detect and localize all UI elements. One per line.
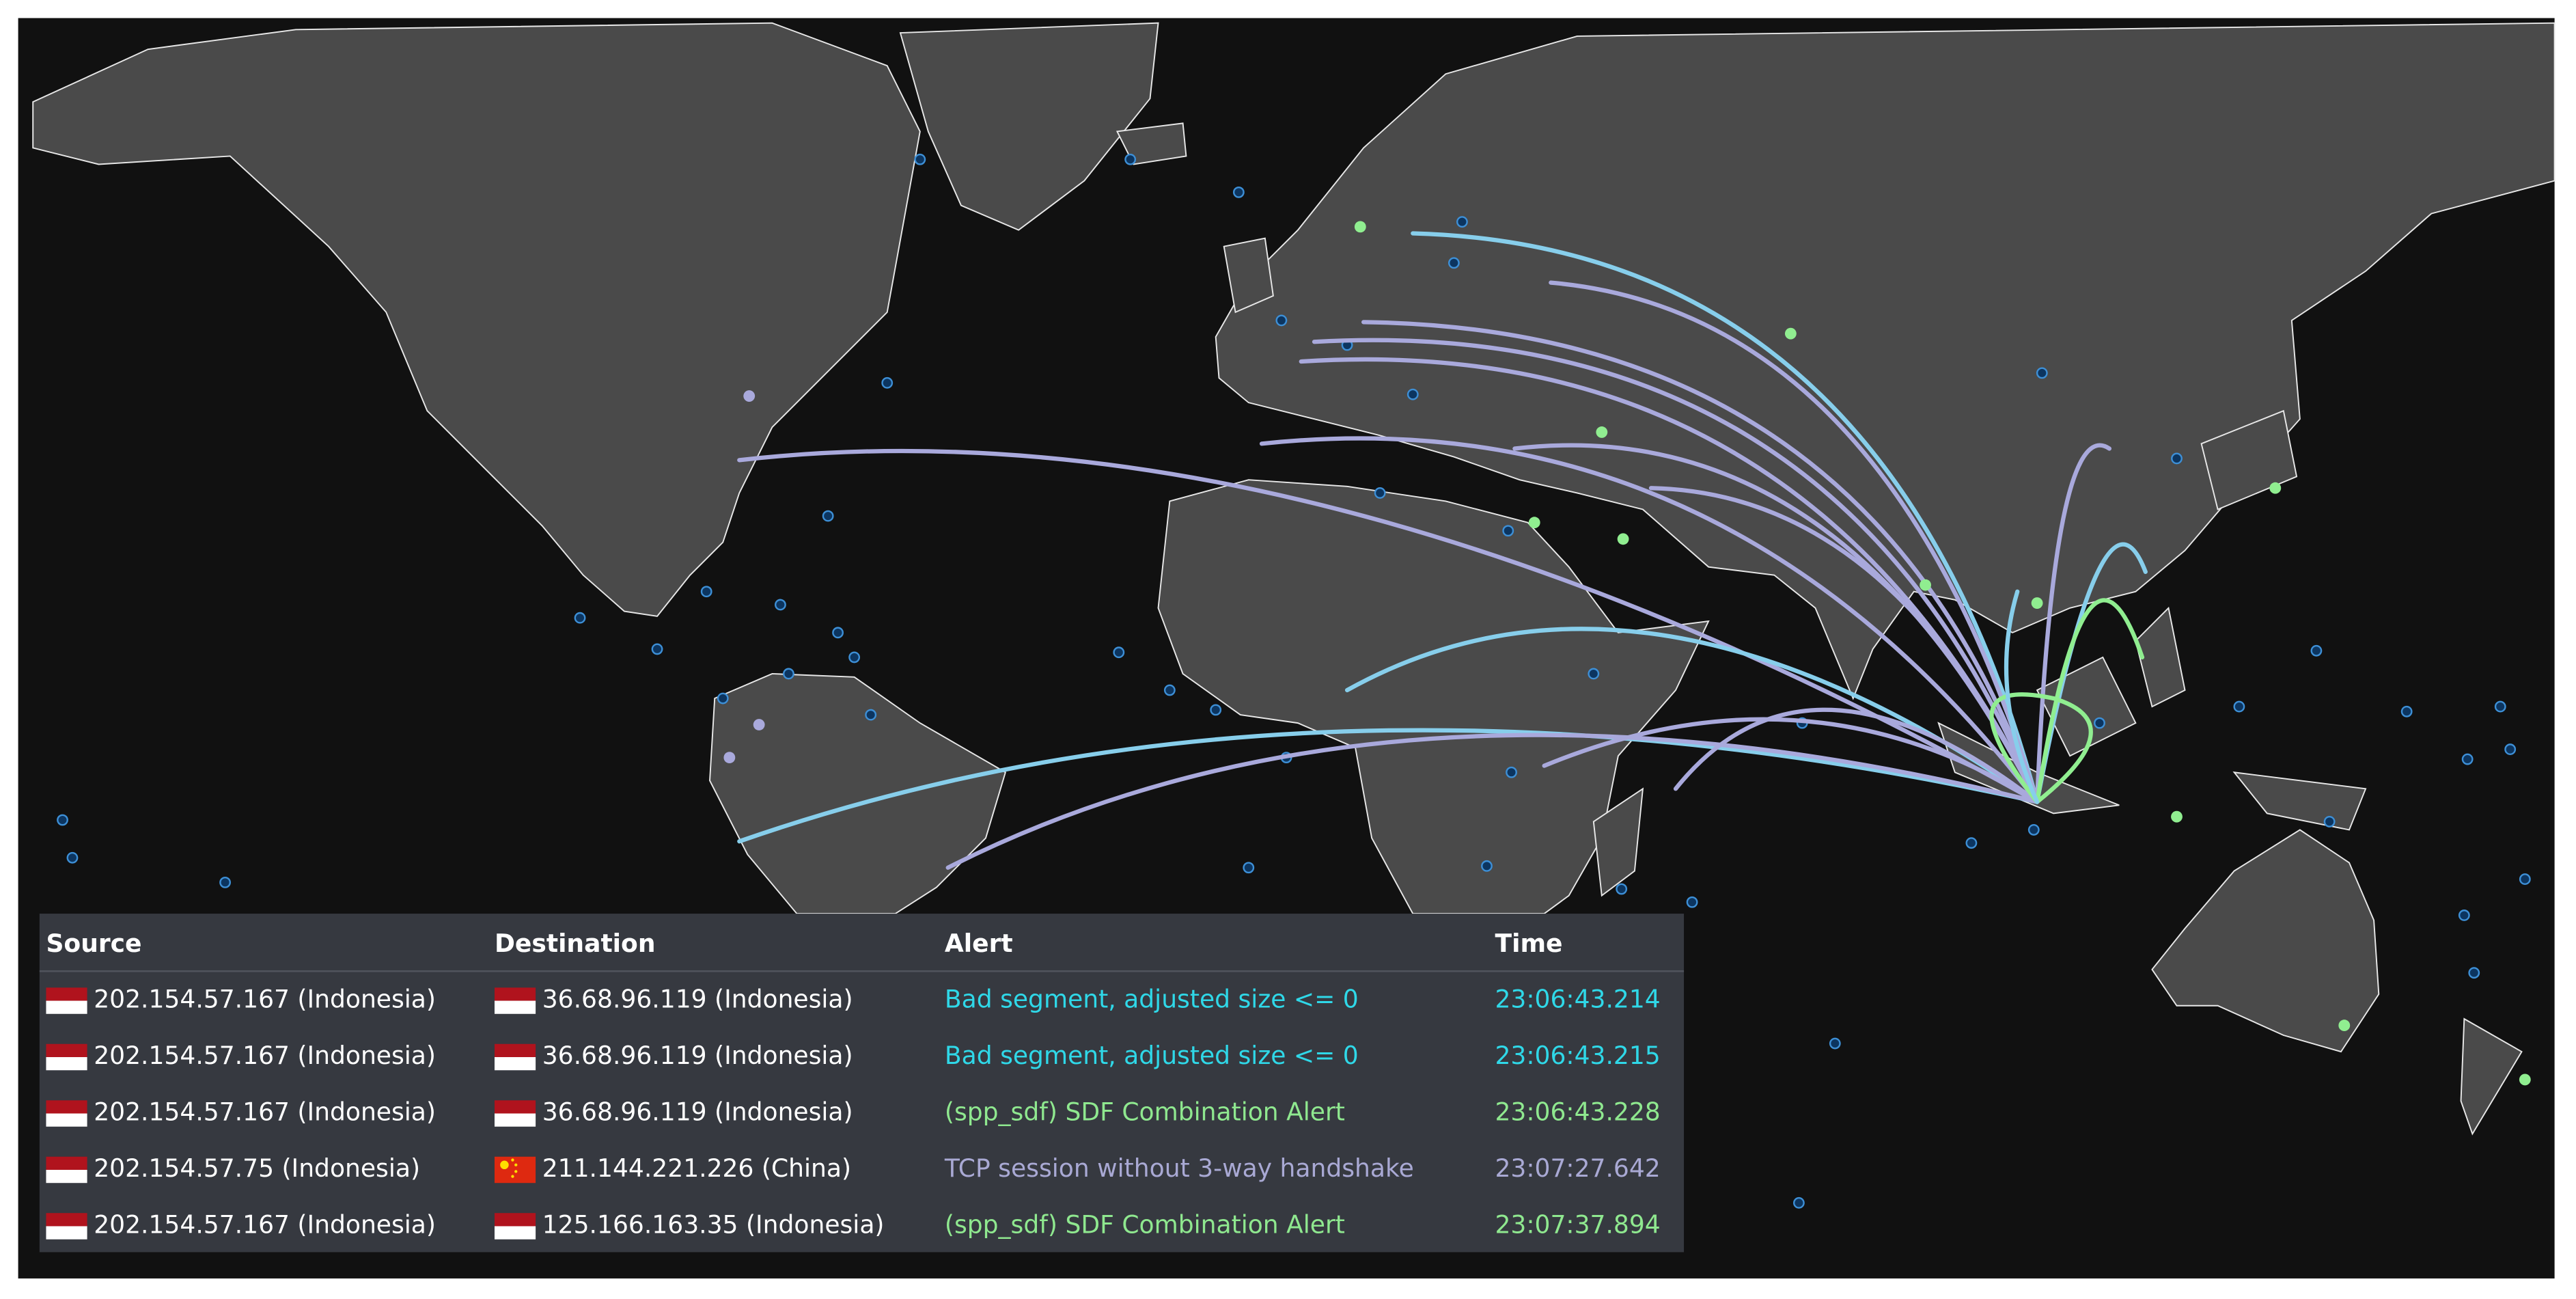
flag-star	[511, 1175, 514, 1178]
source-cell: 202.154.57.167 (Indonesia)	[94, 985, 436, 1014]
alert-cell: TCP session without 3-way handshake	[944, 1154, 1414, 1183]
time-cell: 23:06:43.214	[1495, 985, 1661, 1014]
source-cell: 202.154.57.167 (Indonesia)	[94, 1097, 436, 1126]
source-cell: 202.154.57.75 (Indonesia)	[94, 1154, 420, 1183]
flag-china	[494, 1156, 536, 1184]
flag-indonesia-bottom	[46, 1113, 87, 1127]
flag-indonesia-bottom	[494, 1113, 536, 1127]
source-points	[723, 221, 2531, 1086]
source-cell: 202.154.57.167 (Indonesia)	[94, 1210, 436, 1239]
continents	[32, 22, 2556, 1136]
flag-indonesia-top	[46, 1156, 87, 1170]
time-cell: 23:06:43.215	[1495, 1041, 1661, 1070]
flag-indonesia-bottom	[494, 1057, 536, 1071]
flag-indonesia-bottom	[46, 1057, 87, 1071]
column-header: Destination	[495, 929, 656, 958]
alert-table	[39, 914, 1685, 1253]
flag-indonesia-bottom	[494, 1226, 536, 1240]
flag-indonesia-bottom	[46, 1169, 87, 1184]
destination-cell: 36.68.96.119 (Indonesia)	[542, 1041, 853, 1070]
flag-star	[500, 1160, 509, 1170]
flag-star	[514, 1170, 518, 1173]
flag-indonesia-top	[494, 1213, 536, 1227]
alert-cell: (spp_sdf) SDF Combination Alert	[945, 1097, 1345, 1126]
flag-indonesia-top	[46, 987, 87, 1001]
column-header: Time	[1495, 929, 1563, 958]
flag-indonesia-top	[46, 1043, 87, 1058]
flag-indonesia-top	[494, 987, 536, 1001]
flag-indonesia-top	[494, 1100, 536, 1114]
column-header: Alert	[945, 929, 1013, 958]
flag-star	[511, 1158, 514, 1162]
flag-indonesia-bottom	[46, 1000, 87, 1014]
column-header: Source	[46, 929, 141, 958]
time-cell: 23:07:37.894	[1495, 1210, 1661, 1239]
alert-cell: Bad segment, adjusted size <= 0	[945, 1041, 1359, 1070]
flag-indonesia-bottom	[494, 1000, 536, 1014]
flag-indonesia-top	[494, 1043, 536, 1058]
source-cell: 202.154.57.167 (Indonesia)	[94, 1041, 436, 1070]
destination-cell: 36.68.96.119 (Indonesia)	[542, 985, 853, 1014]
destination-cell: 36.68.96.119 (Indonesia)	[542, 1097, 853, 1126]
flag-star	[514, 1163, 518, 1166]
attack-arcs	[737, 231, 2148, 870]
destination-cell: 211.144.221.226 (China)	[542, 1154, 851, 1183]
alert-cell: (spp_sdf) SDF Combination Alert	[945, 1210, 1345, 1239]
flag-indonesia-top	[46, 1100, 87, 1114]
flag-indonesia-bottom	[46, 1226, 87, 1240]
destination-cell: 125.166.163.35 (Indonesia)	[542, 1210, 885, 1239]
alert-table-content: Source Destination Alert Time 202.154.57.167…	[46, 929, 1661, 1240]
flag-indonesia-top	[46, 1213, 87, 1227]
time-cell: 23:07:27.642	[1495, 1154, 1661, 1183]
time-cell: 23:06:43.228	[1495, 1097, 1661, 1126]
alert-cell: Bad segment, adjusted size <= 0	[945, 985, 1359, 1014]
